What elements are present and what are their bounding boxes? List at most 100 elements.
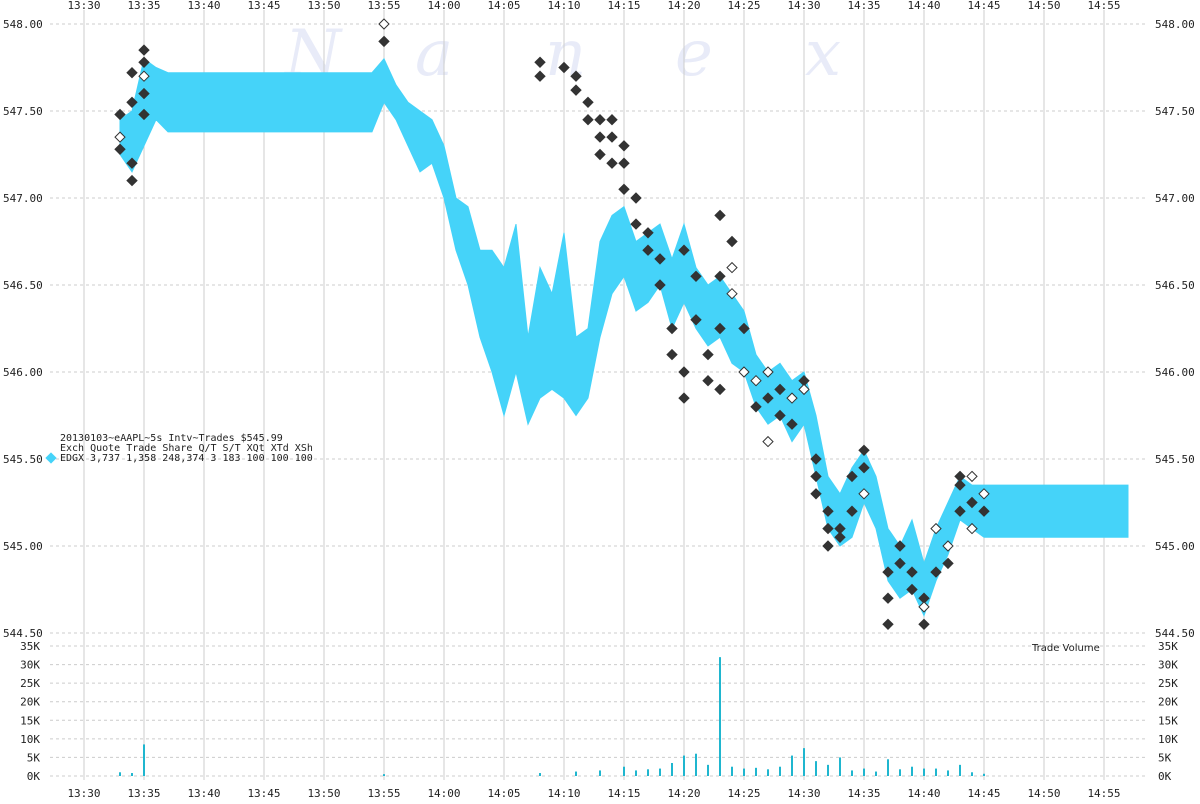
watermark-letter: a — [415, 17, 453, 91]
x-tick-label-bottom: 14:25 — [727, 787, 760, 800]
trade-marker-hollow — [978, 488, 990, 500]
trade-marker — [690, 270, 702, 283]
trade-marker — [654, 253, 666, 265]
trade-marker — [714, 270, 726, 283]
trade-marker — [954, 505, 966, 517]
trade-marker — [654, 279, 666, 291]
trade-marker — [774, 383, 786, 396]
trade-marker — [738, 322, 750, 335]
y-tick-label-left: 546.00 — [3, 366, 43, 379]
trade-marker — [822, 522, 834, 535]
x-tick-label-bottom: 14:20 — [667, 787, 700, 800]
trade-marker — [666, 348, 678, 361]
volume-bar — [935, 768, 937, 776]
trade-markers — [114, 18, 990, 631]
trade-marker — [702, 374, 714, 387]
x-tick-label-bottom: 13:55 — [367, 787, 400, 800]
trade-marker — [630, 218, 642, 230]
trade-marker-hollow — [738, 366, 750, 378]
trade-marker — [378, 35, 390, 48]
volume-bar — [131, 773, 133, 776]
y-tick-label-left: 546.50 — [3, 279, 43, 292]
trade-marker — [894, 557, 906, 570]
trade-marker — [714, 322, 726, 335]
vol-tick-label-left: 25K — [20, 677, 40, 690]
trade-marker — [714, 209, 726, 222]
trade-marker-hollow — [942, 540, 954, 552]
x-tick-label-bottom: 13:35 — [127, 787, 160, 800]
trade-marker — [858, 461, 870, 474]
volume-bar — [635, 770, 637, 776]
y-tick-label-left: 547.00 — [3, 192, 43, 205]
x-tick-label-bottom: 14:50 — [1027, 787, 1060, 800]
trade-marker — [582, 96, 594, 109]
y-tick-label-left: 548.00 — [3, 18, 43, 31]
legend-swatch-diamond — [45, 452, 57, 464]
trade-marker — [726, 235, 738, 248]
volume-bar — [659, 768, 661, 776]
volume-bar — [731, 766, 733, 776]
trade-marker — [570, 84, 582, 96]
trade-marker-hollow — [138, 70, 150, 82]
x-tick-label-bottom: 14:55 — [1087, 787, 1120, 800]
volume-bar — [827, 764, 829, 776]
x-tick-label-bottom: 13:45 — [247, 787, 280, 800]
trade-marker — [114, 108, 126, 121]
trade-marker — [678, 366, 690, 378]
volume-bar — [119, 772, 121, 776]
trade-marker — [882, 592, 894, 604]
volume-bar — [839, 757, 841, 776]
volume-bar — [647, 769, 649, 776]
trade-marker-hollow — [966, 470, 978, 483]
trade-marker — [810, 488, 822, 500]
y-tick-label-right: 548.00 — [1155, 18, 1195, 31]
x-tick-label-top: 14:10 — [547, 0, 580, 12]
volume-bar — [803, 748, 805, 776]
trade-marker — [822, 540, 834, 552]
volume-bar — [707, 764, 709, 776]
vol-tick-label-right: 30K — [1158, 659, 1178, 672]
trade-marker — [594, 131, 606, 143]
trade-marker — [882, 618, 894, 631]
volume-bar — [983, 773, 985, 776]
legend-row: 3,737 1,358 248,374 3 183 100 100 100 — [90, 453, 313, 464]
volume-bar — [815, 761, 817, 776]
volume-bar — [755, 767, 757, 776]
volume-bar — [875, 771, 877, 776]
vol-tick-label-left: 10K — [20, 733, 40, 746]
trade-marker — [642, 227, 654, 239]
trade-marker-hollow — [114, 131, 126, 143]
trade-marker — [594, 113, 606, 126]
volume-bar — [971, 772, 973, 776]
trade-marker — [138, 56, 150, 68]
x-tick-label-top: 14:50 — [1027, 0, 1060, 12]
trade-marker — [534, 70, 546, 82]
y-tick-label-left: 544.50 — [3, 627, 43, 640]
trade-marker-hollow — [726, 287, 738, 300]
trade-marker — [882, 566, 894, 578]
vol-tick-label-left: 0K — [27, 770, 41, 783]
axis-labels: 13:30 13:30 13:35 13:35 13:40 13:40 13:45 13:45… — [3, 0, 1195, 800]
vol-tick-label-right: 25K — [1158, 677, 1178, 690]
legend-header: Exch Quote Trade Share Q/T S/T XQt XTd X… — [60, 443, 313, 454]
y-tick-label-right: 546.00 — [1155, 366, 1195, 379]
trade-marker — [630, 192, 642, 204]
trade-marker — [966, 496, 978, 509]
trade-marker — [678, 244, 690, 256]
volume-bar — [695, 753, 697, 776]
trade-marker — [750, 401, 762, 413]
trade-marker — [918, 618, 930, 631]
trade-marker-hollow — [786, 392, 798, 404]
trade-marker — [894, 540, 906, 552]
trade-marker — [690, 314, 702, 326]
volume-bar — [923, 768, 925, 776]
volume-bar — [959, 764, 961, 776]
x-tick-label-bottom: 14:45 — [967, 787, 1000, 800]
x-tick-label-bottom: 13:40 — [187, 787, 220, 800]
volume-bar — [383, 774, 385, 776]
x-tick-label-bottom: 13:50 — [307, 787, 340, 800]
trade-marker — [642, 244, 654, 256]
volume-bar — [851, 770, 853, 776]
trade-marker — [834, 531, 846, 544]
